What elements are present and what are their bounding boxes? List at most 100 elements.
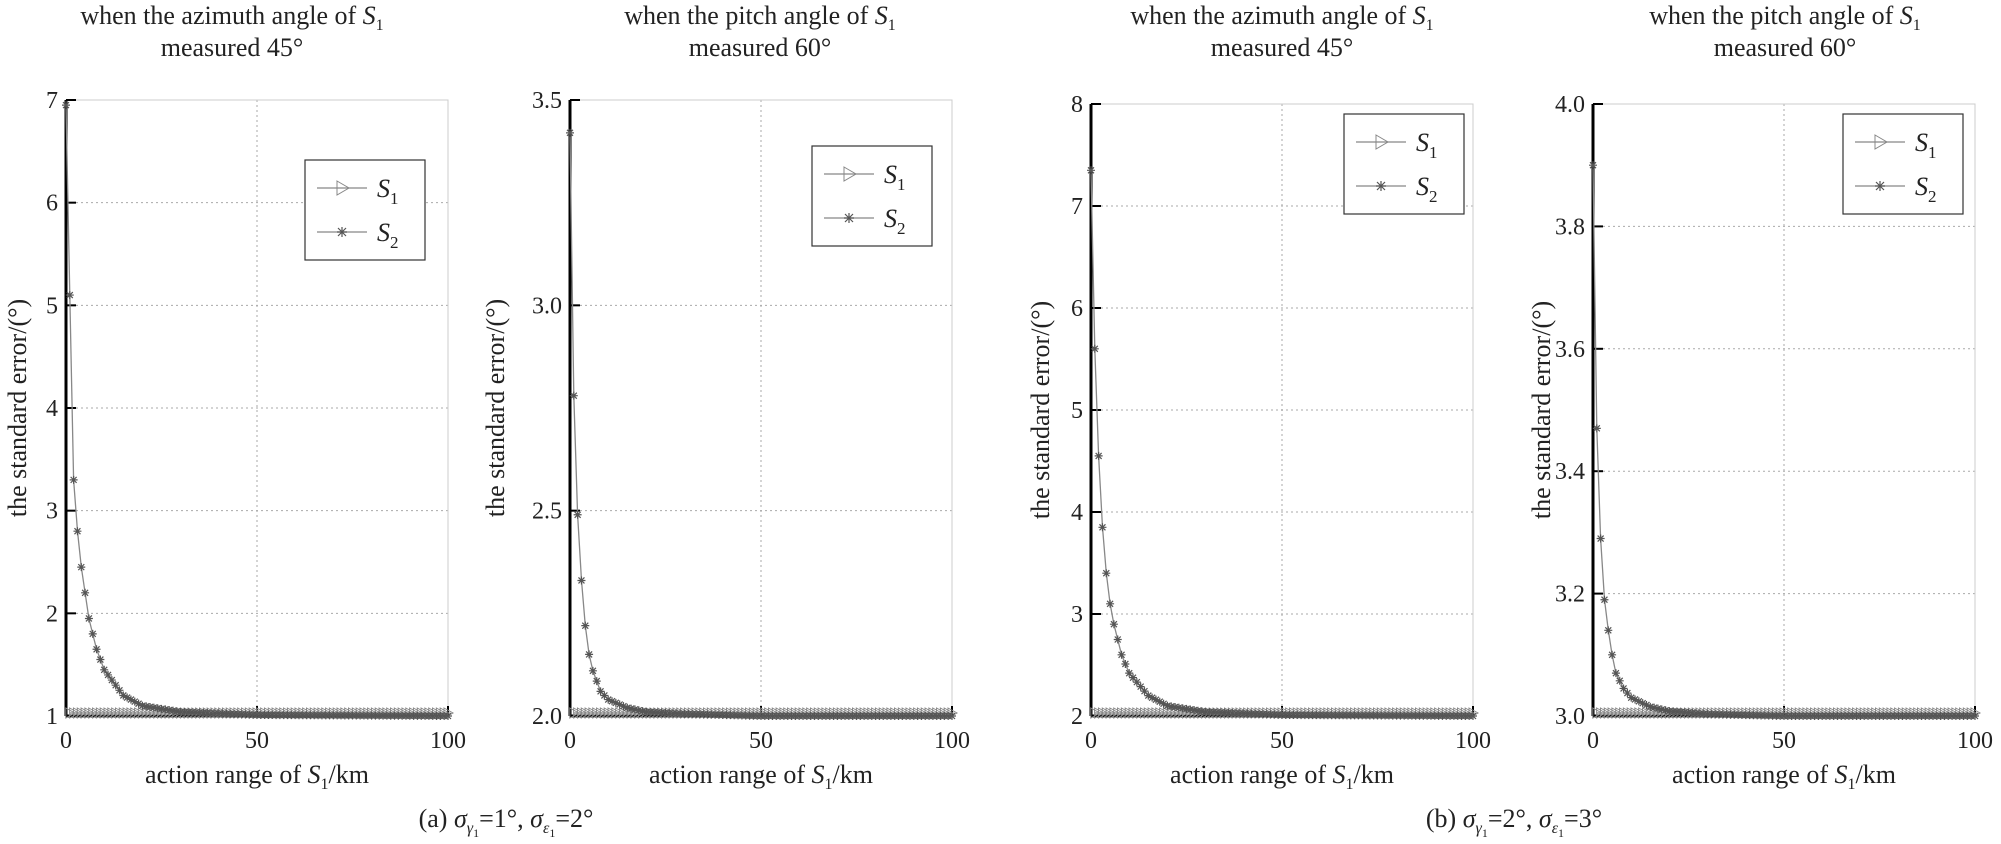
x-tick-label: 0 — [564, 728, 576, 754]
data-point-S2 — [153, 704, 162, 713]
data-point-S2 — [134, 699, 143, 708]
data-point-S2 — [1623, 689, 1632, 698]
data-point-S2 — [1106, 599, 1115, 608]
y-tick-label: 3.4 — [1555, 459, 1585, 485]
data-point-S1 — [111, 707, 122, 719]
data-point-S2 — [115, 686, 124, 695]
data-point-S2 — [1608, 650, 1617, 659]
data-point-S2 — [596, 687, 605, 696]
data-point-S1 — [141, 707, 153, 719]
data-point-S1 — [134, 707, 145, 719]
legend-marker-triangle — [1375, 134, 1389, 150]
data-point-S1 — [1094, 707, 1105, 719]
data-point-S1 — [1090, 707, 1101, 719]
data-point-S2 — [146, 702, 155, 711]
y-tick-label: 4 — [1071, 500, 1083, 526]
data-point-S2 — [69, 475, 78, 484]
chart-title-line2: measured 60° — [689, 33, 832, 62]
data-point-S2 — [1125, 669, 1134, 678]
data-point-S2 — [1646, 702, 1655, 711]
chart-title: when the pitch angle of S1​ — [624, 1, 896, 34]
data-point-S2 — [623, 703, 632, 712]
data-point-S2 — [96, 655, 105, 664]
y-tick-label: 2 — [46, 601, 58, 627]
series-S2 — [566, 128, 956, 720]
data-point-S2 — [100, 665, 109, 674]
data-point-S2 — [1469, 712, 1477, 720]
data-point-S1 — [1611, 707, 1622, 719]
data-point-S2 — [161, 705, 170, 714]
data-point-S2 — [1604, 626, 1613, 635]
data-point-S2 — [1596, 534, 1605, 543]
y-tick-label: 6 — [46, 191, 58, 217]
data-point-S1 — [1638, 707, 1649, 719]
data-point-S1 — [1143, 707, 1155, 719]
y-tick-label: 2.0 — [532, 704, 562, 730]
data-point-S2 — [1163, 701, 1172, 710]
data-point-S1 — [84, 707, 95, 719]
y-tick-label: 4 — [46, 396, 58, 422]
data-point-S1 — [130, 707, 141, 719]
data-point-S2 — [1121, 659, 1130, 668]
data-point-S2 — [1151, 695, 1160, 704]
data-point-S2 — [111, 681, 120, 690]
y-tick-label: 5 — [46, 293, 58, 319]
chart-title: when the azimuth angle of S1​ — [80, 1, 383, 34]
x-tick-label: 100 — [1455, 728, 1491, 754]
data-point-S1 — [1630, 707, 1642, 719]
data-point-S2 — [634, 706, 643, 715]
data-point-S1 — [1634, 707, 1645, 719]
legend-marker-star — [1376, 181, 1386, 191]
y-tick-label: 3.2 — [1555, 582, 1585, 608]
data-point-S1 — [99, 707, 111, 719]
data-point-S2 — [138, 701, 147, 710]
data-point-S2 — [577, 576, 586, 585]
data-point-S1 — [76, 707, 88, 719]
data-point-S1 — [88, 707, 99, 719]
data-point-S1 — [592, 707, 603, 719]
data-point-S2 — [1094, 451, 1103, 460]
data-point-S2 — [1136, 682, 1145, 691]
data-point-S1 — [1101, 707, 1113, 719]
legend-box — [1842, 113, 1964, 215]
x-tick-label: 0 — [60, 728, 72, 754]
data-point-S1 — [1128, 707, 1140, 719]
series-S2 — [62, 101, 452, 720]
y-tick-label: 6 — [1071, 296, 1083, 322]
data-point-S2 — [1631, 695, 1640, 704]
caption-a: (a) σγ1=1°, σε1=2° — [419, 804, 594, 840]
data-point-S2 — [107, 676, 116, 685]
data-point-S1 — [1615, 707, 1626, 719]
data-point-S2 — [1634, 697, 1643, 706]
data-point-S1 — [1592, 707, 1603, 719]
legend-box — [304, 159, 426, 261]
legend-marker-star — [1875, 181, 1885, 191]
data-point-S1 — [1162, 707, 1174, 719]
data-point-S2 — [1140, 687, 1149, 696]
data-point-S2 — [1178, 704, 1187, 713]
data-point-S2 — [1615, 676, 1624, 685]
series-S2 — [1087, 166, 1477, 720]
chart-2: 2.0 2.5 3.0 3.5 0 50 100 when the pitch angle o… — [481, 1, 970, 793]
data-point-S2 — [1642, 700, 1651, 709]
data-point-S1 — [1117, 707, 1128, 719]
data-point-S1 — [1603, 707, 1615, 719]
data-point-S1 — [569, 707, 580, 719]
data-point-S2 — [92, 645, 101, 654]
x-axis-label: action range of S1​/km — [1672, 760, 1896, 793]
data-point-S1 — [1097, 707, 1109, 719]
data-point-S2 — [1650, 703, 1659, 712]
x-axis-label: action range of S1​/km — [1170, 760, 1394, 793]
x-tick-label: 0 — [1587, 728, 1599, 754]
data-point-S1 — [1151, 707, 1162, 719]
data-point-S1 — [580, 707, 592, 719]
data-point-S2 — [1638, 699, 1647, 708]
data-point-S1 — [573, 707, 584, 719]
data-point-S2 — [168, 706, 177, 715]
data-point-S2 — [104, 670, 113, 679]
data-point-S2 — [1611, 669, 1620, 678]
data-point-S2 — [1109, 620, 1118, 629]
